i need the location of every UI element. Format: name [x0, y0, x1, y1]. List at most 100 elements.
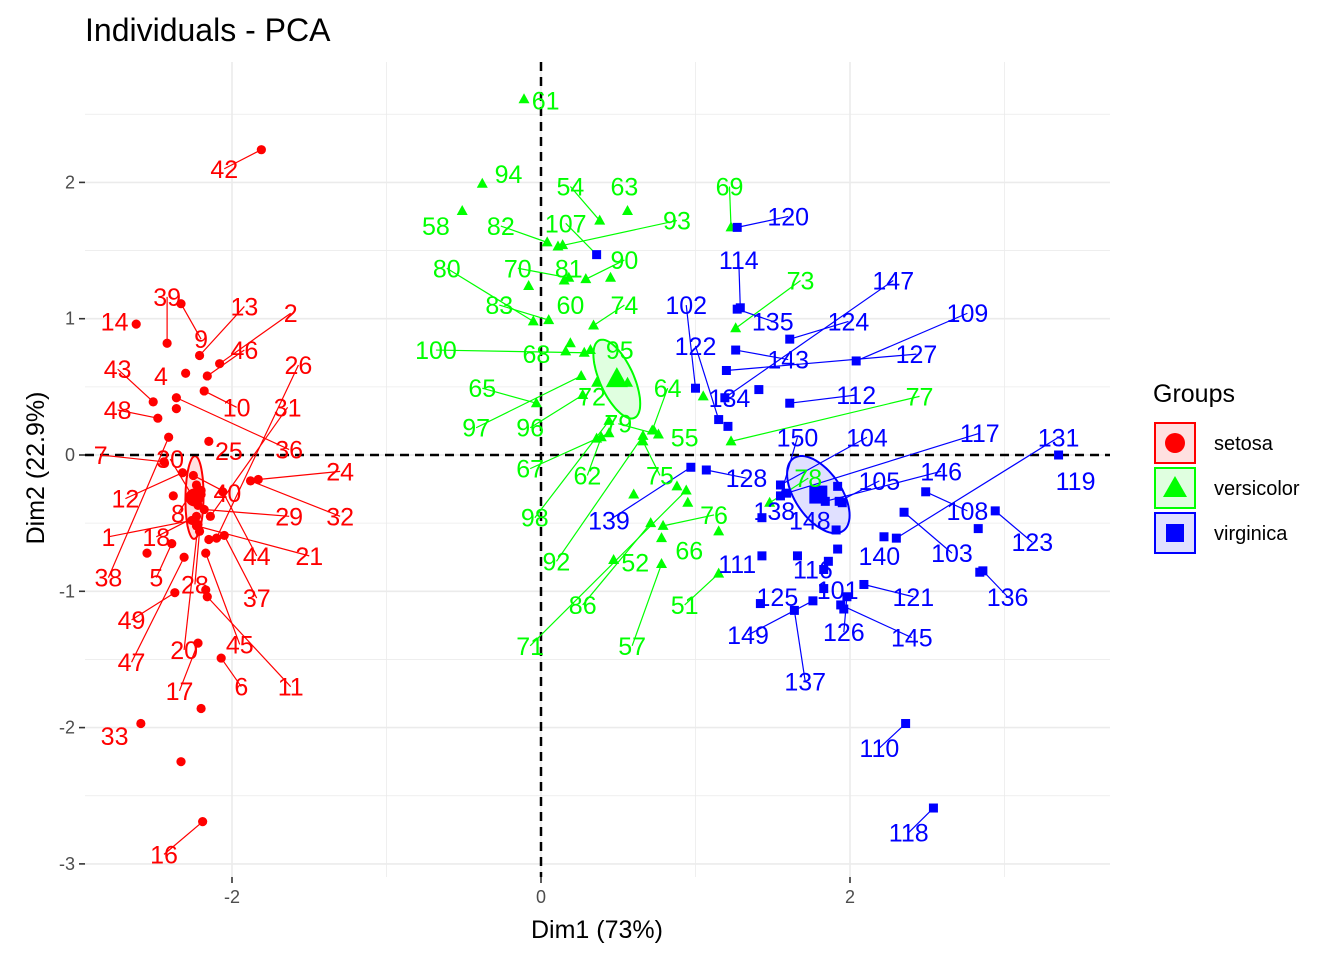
label-79: 79 [604, 411, 632, 439]
label-45: 45 [226, 631, 254, 659]
label-25: 25 [215, 438, 243, 466]
label-69: 69 [716, 173, 744, 201]
x-tick-label: -2 [224, 887, 240, 907]
label-81: 81 [555, 255, 583, 283]
label-86: 86 [569, 592, 597, 620]
point-49 [170, 588, 179, 597]
label-134: 134 [709, 385, 751, 413]
label-120: 120 [767, 203, 809, 231]
point-143 [731, 346, 740, 355]
label-43: 43 [104, 356, 132, 384]
label-42: 42 [210, 156, 238, 184]
point-129 [832, 525, 841, 534]
point-37 [220, 531, 229, 540]
label-10: 10 [223, 394, 251, 422]
point-128 [702, 465, 711, 474]
label-135: 135 [752, 308, 794, 336]
label-82: 82 [487, 213, 515, 241]
point-115 [754, 385, 763, 394]
point-2 [215, 359, 224, 368]
centroid-setosa [185, 488, 203, 506]
label-58: 58 [422, 213, 450, 241]
point-32 [246, 476, 255, 485]
point-139 [686, 463, 695, 472]
label-30: 30 [156, 446, 184, 474]
label-145: 145 [891, 625, 933, 653]
label-109: 109 [947, 300, 989, 328]
point-134 [723, 422, 732, 431]
point-102 [691, 384, 700, 393]
label-32: 32 [326, 503, 354, 531]
point-10 [200, 386, 209, 395]
label-75: 75 [646, 462, 674, 490]
label-139: 139 [588, 507, 630, 535]
label-140: 140 [858, 543, 900, 571]
label-46: 46 [230, 337, 258, 365]
label-63: 63 [611, 173, 639, 201]
label-74: 74 [611, 292, 639, 320]
y-tick-label: -3 [59, 854, 75, 874]
connector-77 [731, 396, 919, 441]
point-127 [722, 366, 731, 375]
label-96: 96 [516, 415, 544, 443]
point-22 [204, 535, 213, 544]
label-95: 95 [606, 337, 634, 365]
label-31: 31 [274, 394, 302, 422]
y-tick-label: 2 [65, 172, 75, 192]
y-tick-label: 1 [65, 309, 75, 329]
point-74 [588, 320, 599, 330]
label-97: 97 [462, 415, 490, 443]
label-66: 66 [675, 537, 703, 565]
label-122: 122 [675, 333, 717, 361]
point-28 [195, 527, 204, 536]
legend-label-versicolor: versicolor [1214, 478, 1300, 500]
label-107: 107 [545, 210, 587, 238]
label-146: 146 [920, 458, 962, 486]
point-121 [859, 580, 868, 589]
y-axis-title: Dim2 (22.9%) [22, 392, 50, 545]
label-4: 4 [154, 363, 168, 391]
point-131 [892, 534, 901, 543]
label-51: 51 [671, 592, 699, 620]
label-55: 55 [671, 424, 699, 452]
connector-127 [726, 354, 916, 370]
point-4 [181, 369, 190, 378]
point-3 [172, 404, 181, 413]
label-54: 54 [556, 173, 584, 201]
label-73: 73 [787, 268, 815, 296]
point-66 [656, 532, 667, 542]
label-143: 143 [767, 347, 809, 375]
label-136: 136 [987, 584, 1029, 612]
label-13: 13 [230, 293, 258, 321]
label-101: 101 [817, 577, 859, 605]
point-58 [457, 205, 468, 215]
label-105: 105 [858, 468, 900, 496]
label-5: 5 [149, 565, 163, 593]
point-122 [714, 415, 723, 424]
label-90: 90 [611, 247, 639, 275]
point-41 [169, 491, 178, 500]
point-16 [198, 817, 207, 826]
legend-marker-virginica [1166, 524, 1184, 542]
point-24 [254, 475, 263, 484]
label-70: 70 [504, 255, 532, 283]
label-39: 39 [153, 284, 181, 312]
point-118 [929, 804, 938, 813]
point-15 [197, 704, 206, 713]
point-97 [576, 370, 587, 380]
point-107 [592, 250, 601, 259]
label-7: 7 [94, 442, 108, 470]
point-111 [757, 551, 766, 560]
point-47 [180, 553, 189, 562]
label-62: 62 [573, 462, 601, 490]
point-42 [257, 145, 266, 154]
label-64: 64 [654, 375, 682, 403]
label-128: 128 [726, 465, 768, 493]
label-8: 8 [171, 501, 185, 529]
point-71 [681, 484, 692, 494]
label-9: 9 [194, 326, 208, 354]
label-104: 104 [846, 424, 888, 452]
point-33 [136, 719, 145, 728]
label-100: 100 [415, 337, 457, 365]
